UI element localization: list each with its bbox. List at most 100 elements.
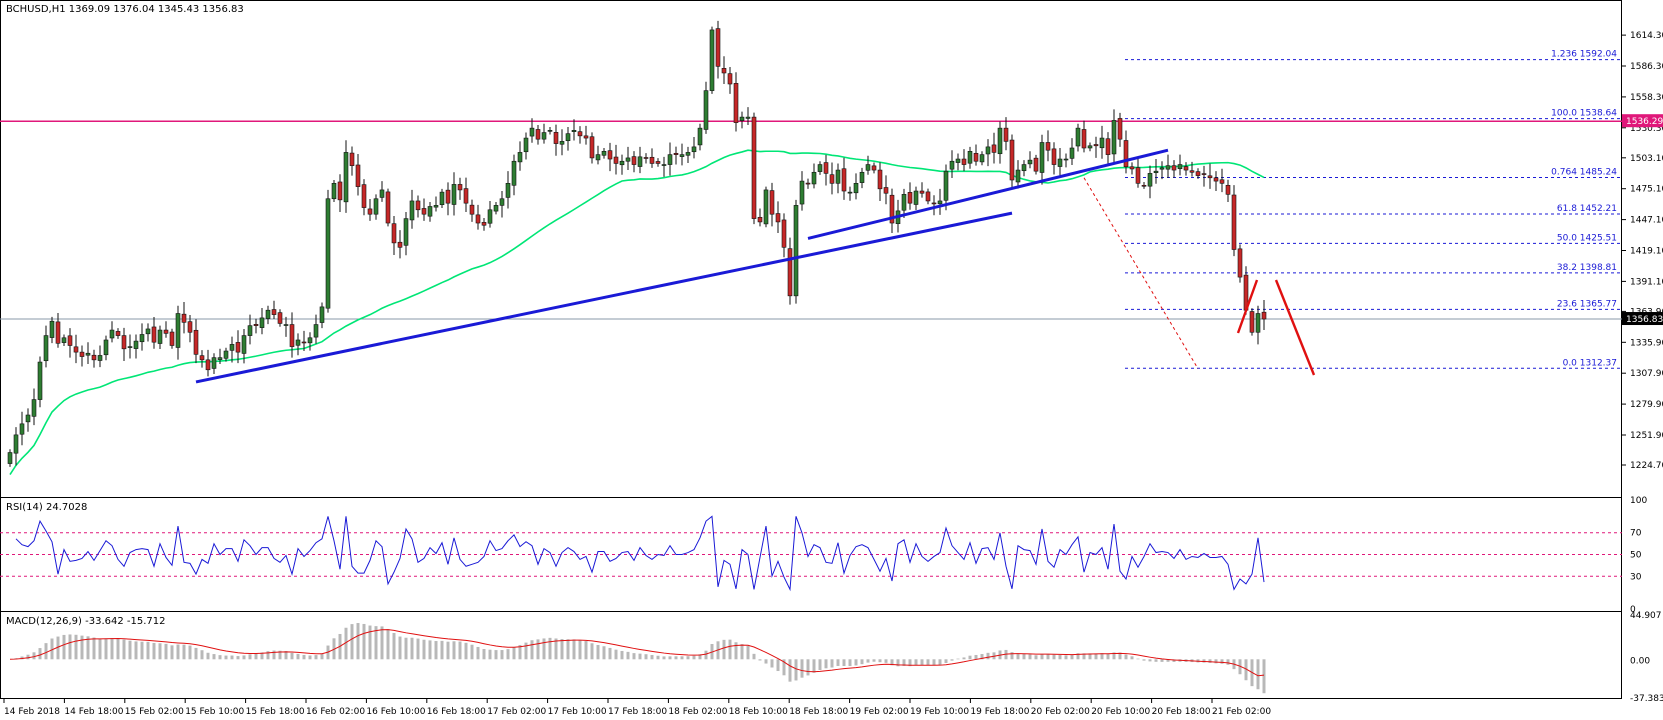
- candle-body: [835, 169, 841, 184]
- candle-body: [427, 206, 433, 217]
- price-tick-label: 1614.30: [1630, 31, 1663, 41]
- price-tick-label: 1475.10: [1630, 185, 1663, 195]
- projection-up-leg: [1236, 279, 1259, 334]
- candle-body: [1093, 144, 1099, 147]
- rsi-scale-label: 70: [1630, 529, 1642, 539]
- time-tick-label: 20 Feb 18:00: [1152, 707, 1211, 717]
- candle-body: [1027, 159, 1033, 165]
- time-tick-label: 16 Feb 02:00: [306, 707, 365, 717]
- candle-body: [859, 171, 865, 183]
- time-tick-label: 18 Feb 02:00: [668, 707, 727, 717]
- candle-body: [721, 68, 727, 74]
- candle-body: [559, 141, 565, 145]
- rsi-scale-label: 100: [1630, 496, 1647, 506]
- candle-body: [7, 452, 13, 464]
- rsi-panel-title: RSI(14) 24.7028: [6, 502, 87, 513]
- candle-body: [193, 329, 199, 355]
- time-tick-label: 18 Feb 10:00: [729, 707, 788, 717]
- candle-body: [127, 346, 133, 348]
- candle-body: [1177, 164, 1183, 170]
- candle-body: [1009, 139, 1015, 181]
- candle-body: [289, 324, 295, 347]
- moving-average-group: [9, 149, 1265, 476]
- candle-body: [445, 189, 451, 204]
- candle-body: [1075, 127, 1081, 147]
- candle-body: [109, 329, 115, 339]
- candle-body: [1153, 170, 1159, 174]
- candle-body: [1129, 166, 1135, 170]
- candle-body: [301, 341, 307, 344]
- candle-body: [589, 136, 595, 159]
- candle-body: [853, 183, 859, 194]
- fib-level-label: 38.2 1398.81: [1557, 263, 1617, 273]
- fib-level-label: 0.764 1485.24: [1551, 168, 1617, 178]
- candle-body: [871, 165, 877, 171]
- candle-body: [115, 331, 121, 336]
- candle-body: [535, 129, 541, 140]
- candle-body: [799, 180, 805, 205]
- candle-body: [277, 312, 283, 324]
- time-tick-label: 18 Feb 18:00: [789, 707, 848, 717]
- candle-body: [1147, 173, 1153, 187]
- candle-body: [439, 191, 445, 206]
- candle-body: [1117, 118, 1123, 140]
- price-tick-label: 1335.90: [1630, 338, 1663, 348]
- candle-body: [1135, 167, 1141, 184]
- candle-body: [955, 158, 961, 163]
- candle-body: [985, 146, 991, 155]
- candle-body: [409, 200, 415, 221]
- candle-body: [91, 354, 97, 361]
- candle-body: [325, 198, 331, 309]
- drawing-tools-group: [195, 148, 1316, 384]
- price-tick-label: 1251.90: [1630, 431, 1663, 441]
- candle-body: [685, 152, 691, 156]
- candle-body: [139, 334, 145, 343]
- candle-body: [199, 355, 205, 361]
- candle-body: [367, 208, 373, 215]
- rsi-scale-label: 30: [1630, 572, 1642, 582]
- time-tick-label: 17 Feb 10:00: [548, 707, 607, 717]
- candle-body: [67, 335, 73, 346]
- candle-body: [529, 127, 535, 137]
- candle-body: [151, 326, 157, 343]
- candle-body: [613, 156, 619, 164]
- candle-body: [313, 324, 319, 338]
- candle-body: [787, 248, 793, 297]
- time-tick-label: 19 Feb 10:00: [910, 707, 969, 717]
- candle-body: [973, 152, 979, 162]
- candle-body: [97, 355, 103, 361]
- candle-body: [679, 154, 685, 157]
- fib-level-label: 23.6 1365.77: [1557, 299, 1617, 309]
- candle-body: [223, 350, 229, 359]
- candle-body: [385, 191, 391, 224]
- candle-body: [133, 340, 139, 349]
- candle-body: [247, 325, 253, 336]
- candle-body: [37, 361, 43, 400]
- fib-level-label: 0.0 1312.37: [1563, 358, 1617, 368]
- time-tick-label: 14 Feb 18:00: [64, 707, 123, 717]
- candle-body: [943, 170, 949, 201]
- fib-retracement-diagonal: [1083, 177, 1199, 369]
- candle-body: [1213, 177, 1219, 182]
- candle-body: [979, 154, 985, 163]
- candle-body: [733, 83, 739, 123]
- candle-body: [625, 157, 631, 162]
- candle-body: [433, 205, 439, 208]
- candle-body: [793, 205, 799, 297]
- candle-body: [877, 169, 883, 190]
- candle-body: [307, 337, 313, 344]
- time-tick-label: 16 Feb 10:00: [366, 707, 425, 717]
- candle-body: [1225, 184, 1231, 195]
- candle-body: [55, 321, 61, 344]
- candle-body: [1231, 194, 1237, 250]
- candle-body: [79, 351, 85, 357]
- fib-level-label: 61.8 1452.21: [1557, 204, 1617, 214]
- fib-level-label: 50.0 1425.51: [1557, 233, 1617, 243]
- rsi-group: [0, 515, 1622, 592]
- candle-body: [553, 132, 559, 144]
- candle-body: [397, 241, 403, 248]
- candle-body: [703, 90, 709, 130]
- price-tick-label: 1419.10: [1630, 246, 1663, 256]
- candle-body: [817, 164, 823, 172]
